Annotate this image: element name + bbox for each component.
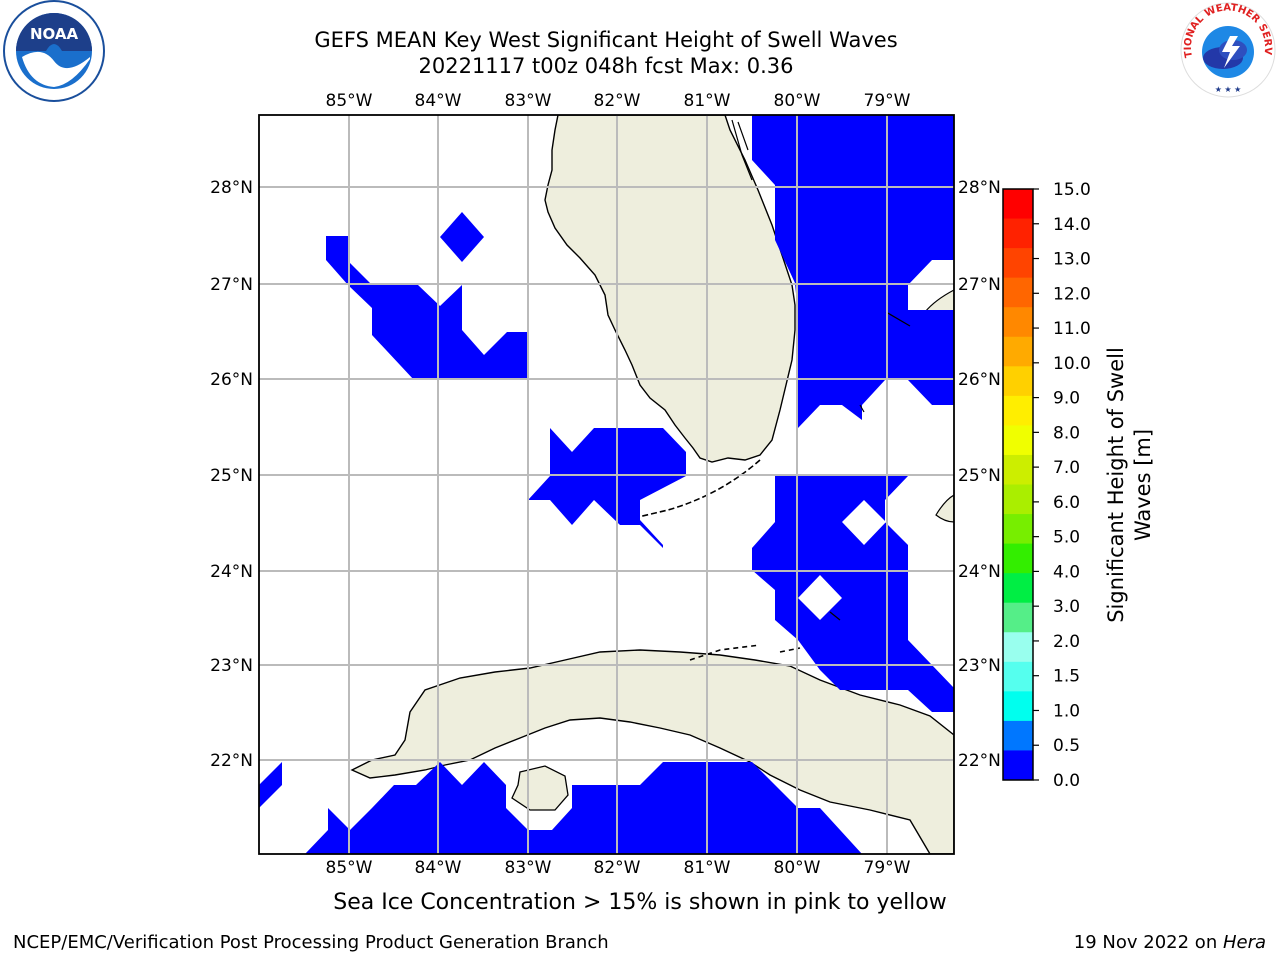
lon-tick-top: 84°W (415, 91, 462, 111)
colorbar-tick-label: 14.0 (1053, 215, 1091, 235)
colorbar-tick-label: 11.0 (1053, 319, 1091, 339)
colorbar-tick-label: 9.0 (1053, 389, 1080, 409)
lon-tick-bottom: 79°W (864, 858, 911, 878)
colorbar-swatch (1003, 750, 1033, 781)
lon-tick-bottom: 81°W (684, 858, 731, 878)
forecast-info: 20221117 t00z 048h fcst Max: 0.36 (418, 54, 794, 78)
footer-credit: NCEP/EMC/Verification Post Processing Pr… (13, 932, 609, 953)
colorbar-swatch (1003, 395, 1033, 426)
colorbar-swatch (1003, 425, 1033, 456)
lon-tick-top: 83°W (505, 91, 552, 111)
lon-tick-bottom: 83°W (505, 858, 552, 878)
lat-tick-right: 22°N (958, 751, 1001, 771)
lat-tick-right: 27°N (958, 275, 1001, 295)
lon-tick-bottom: 80°W (774, 858, 821, 878)
lat-tick-left: 26°N (210, 370, 253, 390)
colorbar-swatch (1003, 661, 1033, 692)
colorbar-swatch (1003, 543, 1033, 574)
map-gridlines (259, 115, 954, 854)
lon-tick-top: 79°W (864, 91, 911, 111)
colorbar (1002, 188, 1034, 781)
colorbar-tick-label: 1.0 (1053, 701, 1080, 721)
lat-tick-left: 24°N (210, 562, 253, 582)
colorbar-tick-label: 4.0 (1053, 562, 1080, 582)
colorbar-swatch (1003, 454, 1033, 485)
lon-tick-top: 80°W (774, 91, 821, 111)
colorbar-swatch (1003, 248, 1033, 279)
noaa-logo-text: NOAA (30, 25, 79, 43)
colorbar-swatch (1003, 277, 1033, 308)
lat-tick-right: 28°N (958, 178, 1001, 198)
colorbar-tick-label: 13.0 (1053, 250, 1091, 270)
colorbar-tick-label: 15.0 (1053, 180, 1091, 200)
noaa-logo: NOAA (3, 0, 105, 102)
svg-text:★ ★ ★: ★ ★ ★ (1215, 85, 1242, 94)
colorbar-swatch (1003, 514, 1033, 545)
colorbar-swatch (1003, 366, 1033, 397)
lon-tick-bottom: 82°W (594, 858, 641, 878)
nws-logo: NATIONAL WEATHER SERVICE ★ ★ ★ (1178, 0, 1276, 98)
colorbar-label-line2: Waves [m] (1131, 429, 1155, 541)
colorbar-swatch (1003, 307, 1033, 338)
colorbar-tick-label: 2.0 (1053, 632, 1080, 652)
lat-tick-left: 22°N (210, 751, 253, 771)
colorbar-swatch (1003, 632, 1033, 663)
lat-tick-right: 23°N (958, 656, 1001, 676)
lat-tick-left: 28°N (210, 178, 253, 198)
colorbar-tick-label: 1.5 (1053, 667, 1080, 687)
colorbar-swatch (1003, 336, 1033, 367)
footer-date: 19 Nov 2022 on Hera (1074, 932, 1266, 953)
cuba-landmass (350, 649, 954, 854)
colorbar-swatch (1003, 720, 1033, 751)
lat-tick-right: 26°N (958, 370, 1001, 390)
colorbar-tick-label: 0.0 (1053, 771, 1080, 791)
lon-tick-top: 82°W (594, 91, 641, 111)
lat-tick-left: 25°N (210, 466, 253, 486)
lon-tick-bottom: 84°W (415, 858, 462, 878)
colorbar-swatch (1003, 573, 1033, 604)
colorbar-swatch (1003, 189, 1033, 220)
footer-date-text: 19 Nov 2022 on (1073, 932, 1223, 953)
colorbar-swatch (1003, 484, 1033, 515)
colorbar-tick-label: 8.0 (1053, 423, 1080, 443)
lon-tick-bottom: 85°W (326, 858, 373, 878)
colorbar-tick-label: 0.5 (1053, 736, 1080, 756)
lat-tick-right: 24°N (958, 562, 1001, 582)
lat-tick-left: 27°N (210, 275, 253, 295)
sea-ice-note: Sea Ice Concentration > 15% is shown in … (333, 890, 947, 915)
colorbar-tick-label: 7.0 (1053, 458, 1080, 478)
lon-tick-top: 81°W (684, 91, 731, 111)
lat-tick-left: 23°N (210, 656, 253, 676)
chart-title: GEFS MEAN Key West Significant Height of… (314, 28, 898, 52)
lon-tick-top: 85°W (326, 91, 373, 111)
colorbar-tick-label: 10.0 (1053, 354, 1091, 374)
colorbar-label-line1: Significant Height of Swell (1104, 347, 1128, 623)
colorbar-tick-label: 3.0 (1053, 597, 1080, 617)
colorbar-swatch (1003, 218, 1033, 249)
footer-host: Hera (1222, 932, 1266, 953)
lat-tick-right: 25°N (958, 466, 1001, 486)
colorbar-tick-label: 12.0 (1053, 284, 1091, 304)
swell-contours (259, 115, 954, 854)
colorbar-swatch (1003, 602, 1033, 633)
colorbar-tick-label: 5.0 (1053, 528, 1080, 548)
colorbar-swatch (1003, 691, 1033, 722)
colorbar-tick-label: 6.0 (1053, 493, 1080, 513)
florida-landmass (544, 115, 796, 463)
